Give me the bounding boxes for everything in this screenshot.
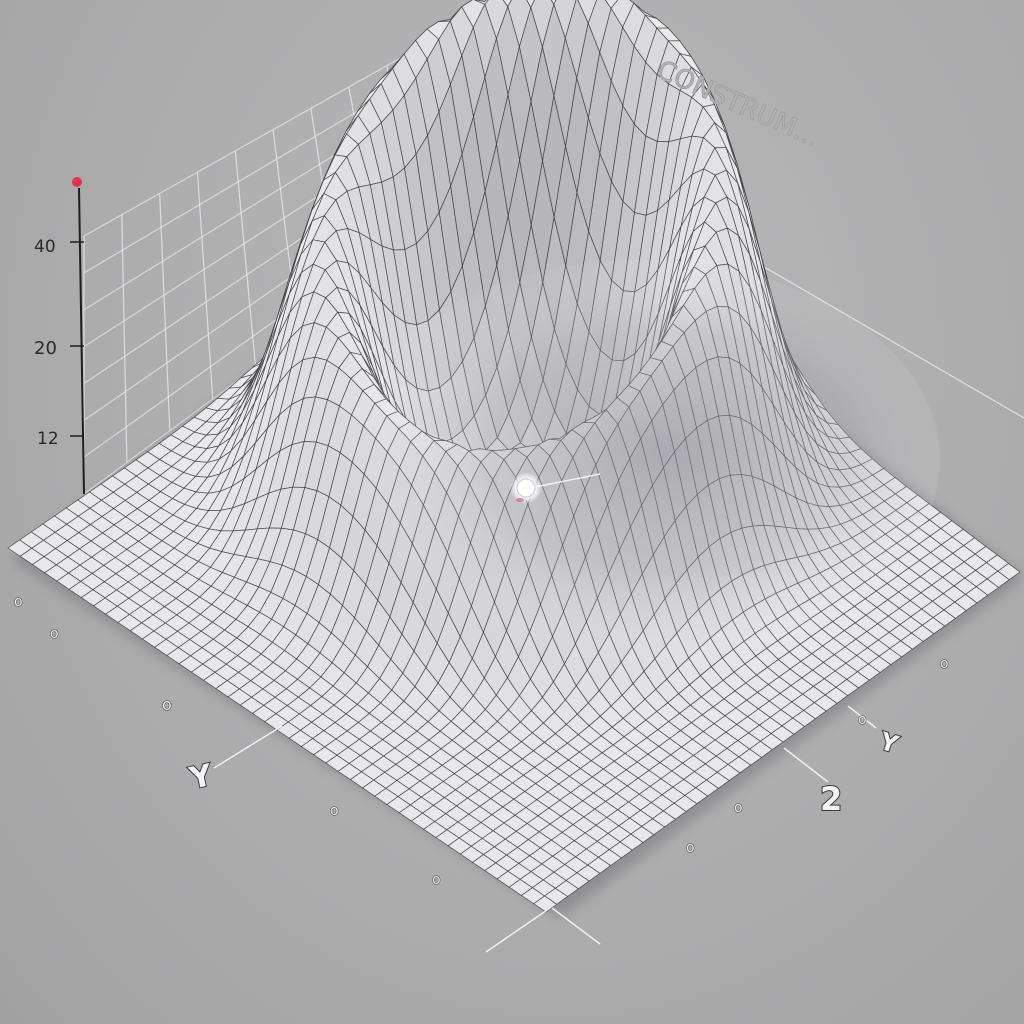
z-axis-line bbox=[78, 187, 85, 495]
z-label-mid: 20 bbox=[34, 338, 57, 359]
y2-leader bbox=[847, 705, 877, 729]
corner-leader-b bbox=[551, 907, 601, 945]
mesh-cell bbox=[550, 0, 557, 6]
wall-grid-line bbox=[234, 150, 257, 368]
tick-left-5: o bbox=[432, 872, 441, 888]
tick-right-3: o bbox=[734, 800, 743, 816]
y-axis-leader bbox=[213, 725, 283, 769]
z-axis-marker bbox=[72, 177, 82, 187]
marker-reflection bbox=[516, 498, 524, 502]
mesh-cell bbox=[533, 895, 558, 913]
bowl-shading bbox=[340, 260, 940, 660]
tick-left-3: o bbox=[162, 695, 172, 714]
tick-left-1: o bbox=[14, 594, 23, 610]
tick-left-4: o bbox=[330, 803, 339, 819]
z2-leader bbox=[783, 747, 829, 783]
tick-left-2: o bbox=[50, 626, 59, 642]
z-label-low: 12 bbox=[37, 429, 59, 449]
corner-leader-a bbox=[485, 907, 551, 953]
wall-grid-line bbox=[196, 172, 214, 400]
axis-letter-2: 2 bbox=[820, 780, 842, 818]
tick-right-2: o bbox=[858, 712, 867, 728]
axis-letter-y-left: Y bbox=[186, 758, 217, 797]
axis-letter-y-right: Y bbox=[875, 727, 902, 760]
wall-grid-line bbox=[121, 214, 128, 463]
z-label-top: 40 bbox=[34, 237, 56, 257]
tick-right-1: o bbox=[940, 656, 949, 672]
wall-grid-line bbox=[159, 193, 171, 431]
tick-right-4: o bbox=[686, 840, 695, 856]
marker-dot bbox=[516, 478, 536, 498]
